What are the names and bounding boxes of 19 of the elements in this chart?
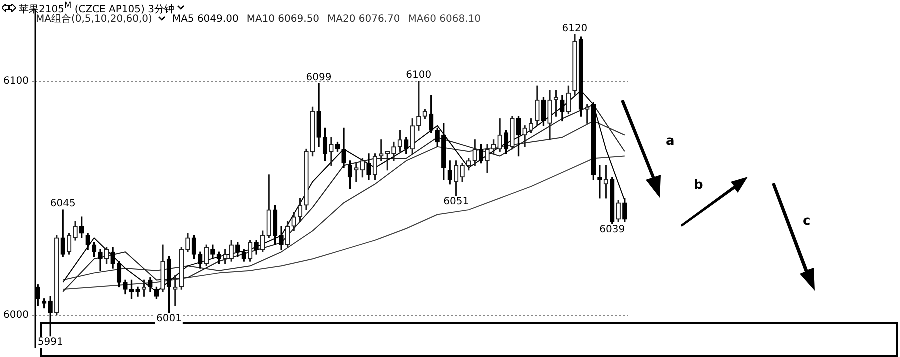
y-tick-label: 6000 [4, 310, 29, 321]
annotation: 6100 [406, 70, 432, 82]
text: MA60 6068.10 [408, 14, 482, 24]
candlestick [379, 140, 384, 162]
annotation: 5991 [38, 336, 64, 348]
annotation: 6051 [444, 196, 470, 208]
text: MA10 6069.50 [246, 14, 320, 24]
annotation: 6001 [156, 314, 182, 325]
legend-label: MA5 6049.00 [172, 14, 239, 24]
text: MA20 6076.70 [328, 14, 400, 24]
text: a [666, 134, 675, 149]
text: b [694, 178, 704, 193]
candlestick [354, 162, 359, 182]
annotation: 6120 [562, 23, 588, 34]
annotation: 6045 [50, 198, 76, 210]
text: c [803, 214, 811, 229]
text: MA组合(0,5,10,20,60,0) [36, 14, 152, 26]
annotation: 6099 [306, 72, 332, 84]
annotation: 6039 [600, 224, 626, 236]
